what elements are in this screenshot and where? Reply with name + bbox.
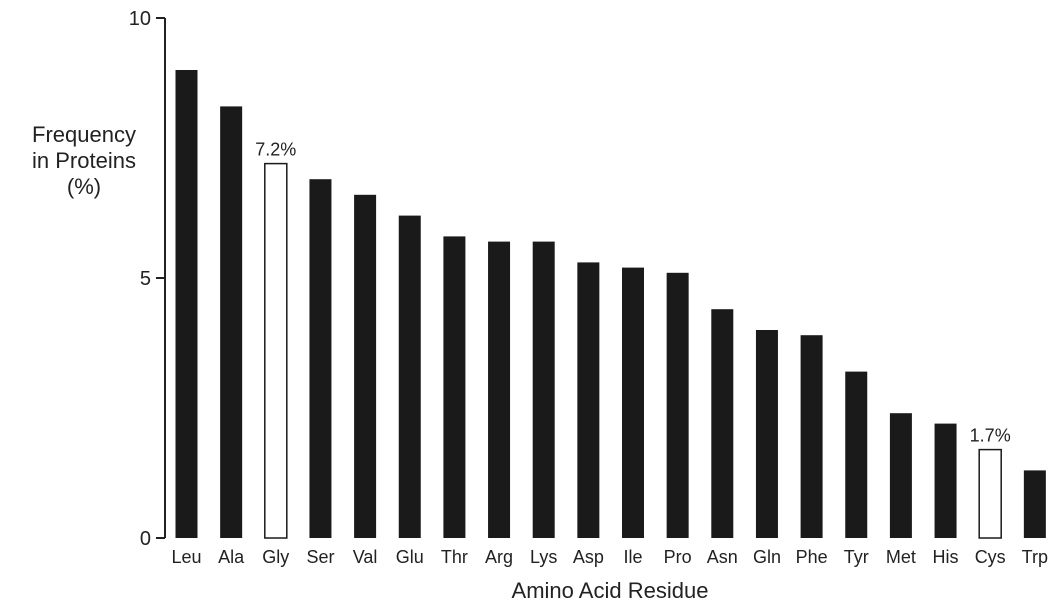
bar-his <box>934 423 957 538</box>
y-axis-label-line-1: Frequency <box>32 122 136 147</box>
bar-thr <box>443 236 466 538</box>
bar-tyr <box>845 371 868 538</box>
data-label-gly: 7.2% <box>255 140 296 160</box>
bar-trp <box>1023 470 1046 538</box>
x-tick-label-glu: Glu <box>396 547 424 567</box>
y-tick-label: 0 <box>140 528 151 550</box>
bar-pro <box>666 272 689 538</box>
x-tick-label-gly: Gly <box>262 547 289 567</box>
x-tick-label-met: Met <box>886 547 916 567</box>
x-tick-label-asn: Asn <box>707 547 738 567</box>
x-tick-label-ser: Ser <box>306 547 334 567</box>
x-tick-label-val: Val <box>353 547 378 567</box>
data-labels: 7.2% 1.7% <box>255 140 1010 446</box>
bars <box>175 70 1046 539</box>
y-tick-label: 5 <box>140 268 151 290</box>
bar-ile <box>622 267 644 538</box>
bar-arg <box>488 241 511 538</box>
bar-ala <box>220 106 243 539</box>
bar-val <box>354 194 377 539</box>
bar-glu <box>398 215 421 538</box>
x-tick-label-tyr: Tyr <box>844 547 869 567</box>
x-tick-label-lys: Lys <box>530 547 557 567</box>
x-tick-label-ala: Ala <box>218 547 245 567</box>
y-axis-label-line-2: in Proteins <box>32 148 136 173</box>
y-tick-label: 10 <box>129 8 151 30</box>
data-label-cys: 1.7% <box>970 426 1011 446</box>
bar-asp <box>577 262 600 538</box>
bar-leu <box>175 70 198 538</box>
x-tick-label-pro: Pro <box>664 547 692 567</box>
x-tick-label-arg: Arg <box>485 547 513 567</box>
bar-phe <box>800 335 823 538</box>
x-tick-label-cys: Cys <box>975 547 1006 567</box>
bar-ser <box>309 179 332 538</box>
x-tick-label-ile: Ile <box>623 547 642 567</box>
x-tick-label-trp: Trp <box>1022 547 1048 567</box>
bar-gly <box>264 162 288 539</box>
y-axis-label-line-3: (%) <box>67 174 101 199</box>
x-tick-label-asp: Asp <box>573 547 604 567</box>
x-tick-label-phe: Phe <box>796 547 828 567</box>
bar-gln <box>755 330 778 538</box>
x-axis-label: Amino Acid Residue <box>512 578 709 603</box>
bar-lys <box>532 241 555 538</box>
y-axis-ticks: 0 5 10 <box>129 8 165 550</box>
bar-cys <box>978 448 1002 539</box>
x-tick-label-gln: Gln <box>753 547 781 567</box>
x-axis-tick-labels: Leu Ala Gly Ser Val Glu Thr Arg Lys Asp Ile Pro Asn G… <box>171 547 1048 567</box>
x-tick-label-his: His <box>933 547 959 567</box>
x-tick-label-leu: Leu <box>171 547 201 567</box>
bar-asn <box>711 309 734 538</box>
y-axis-label: Frequency in Proteins (%) <box>32 122 136 199</box>
x-tick-label-thr: Thr <box>441 547 468 567</box>
bar-met <box>889 413 912 538</box>
